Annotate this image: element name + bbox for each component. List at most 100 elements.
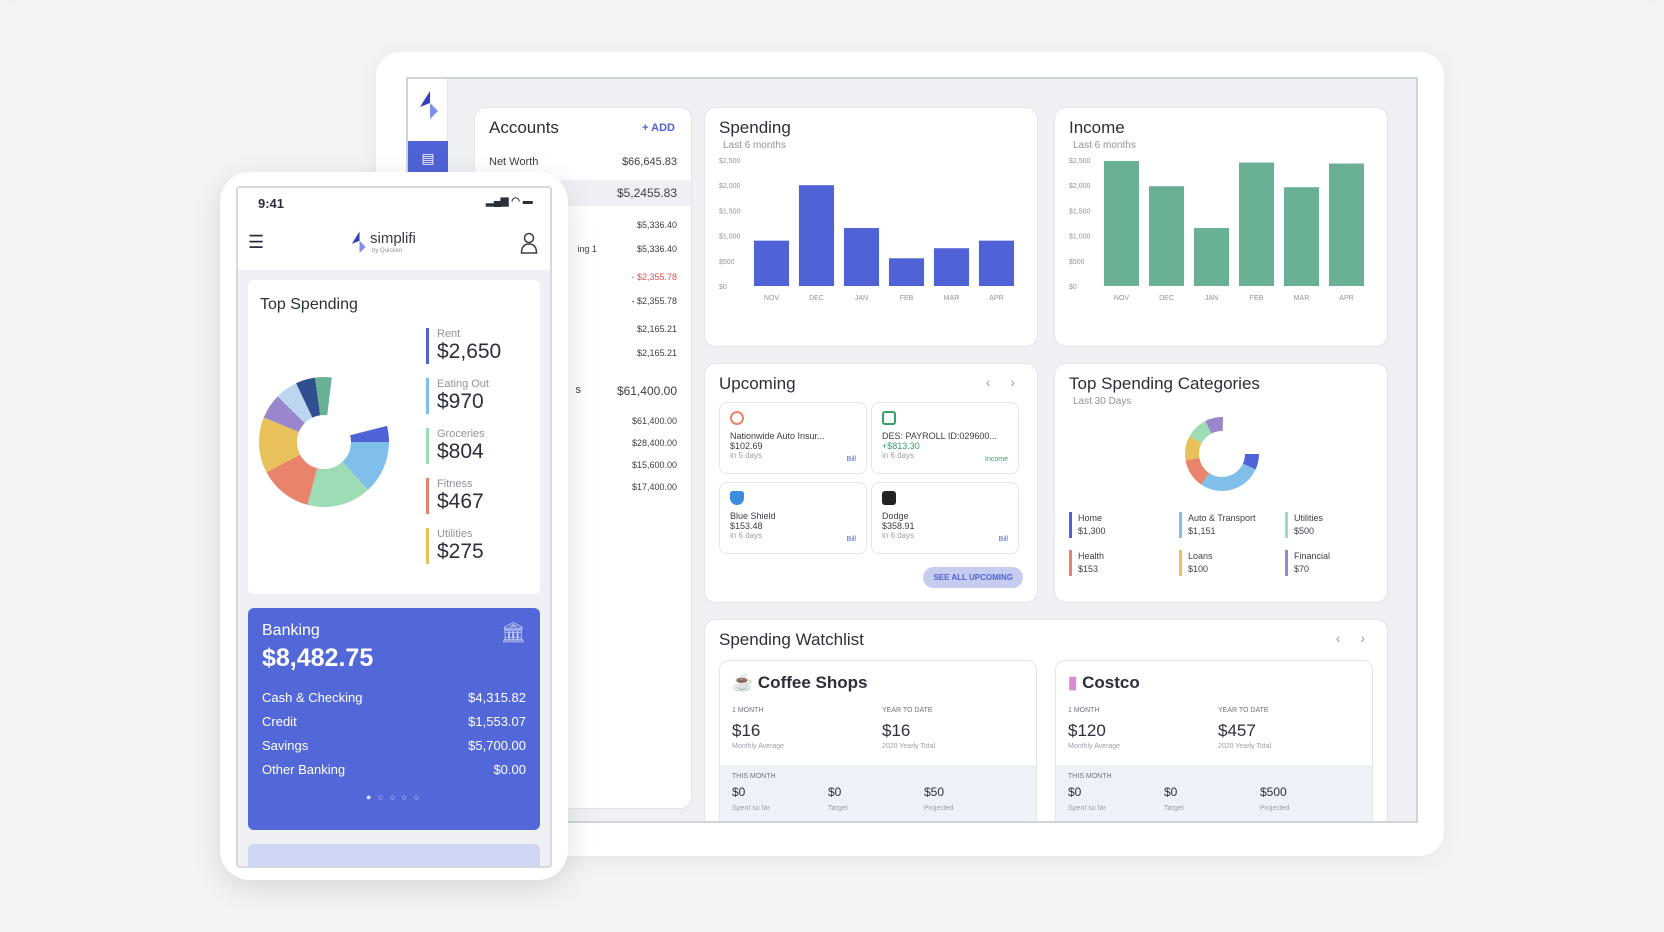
account-group-row[interactable]: $5,2455.83 bbox=[616, 186, 677, 200]
net-worth-label: Net Worth bbox=[489, 156, 539, 168]
simplifi-logo-icon bbox=[420, 91, 438, 119]
account-group-row[interactable]: s $61,400.00 bbox=[575, 384, 677, 398]
car-icon bbox=[730, 411, 744, 425]
x-tick-label: MAR bbox=[944, 295, 960, 302]
banking-line: Credit $1,553.07 bbox=[262, 714, 526, 729]
banking-line: Other Banking $0.00 bbox=[262, 762, 526, 777]
banking-total: $8,482.75 bbox=[262, 644, 374, 672]
legend-item: Health $153 bbox=[1069, 550, 1104, 576]
x-tick-label: NOV bbox=[1114, 295, 1130, 302]
accounts-title: Accounts bbox=[489, 118, 559, 137]
spending-subtitle: Last 6 months bbox=[723, 140, 786, 151]
x-tick-label: APR bbox=[1339, 295, 1353, 302]
upcoming-item[interactable]: DES: PAYROLL ID:029600... +$813.30 in 6 … bbox=[871, 402, 1019, 474]
bar bbox=[1238, 162, 1275, 286]
categories-donut bbox=[1185, 417, 1259, 491]
y-tick-label: $1,500 bbox=[719, 208, 741, 215]
see-all-upcoming-button[interactable]: SEE ALL UPCOMING bbox=[923, 567, 1023, 588]
account-row[interactable]: $2,165.21 bbox=[636, 348, 677, 358]
x-tick-label: FEB bbox=[900, 295, 914, 302]
account-row[interactable]: - $2,355.78 bbox=[631, 296, 677, 306]
bar bbox=[933, 248, 970, 286]
account-row[interactable]: - $2,355.78 bbox=[631, 272, 677, 282]
top-spending-item: Rent $2,650 bbox=[426, 328, 501, 364]
upcoming-nav-arrows[interactable]: ‹ › bbox=[985, 374, 1023, 390]
income-panel[interactable]: Income Last 6 months $2,500 $2,000 $1,500 $… bbox=[1054, 107, 1388, 347]
signal-wifi-battery-icon: ▂▄▆ ◠ ▬ bbox=[486, 196, 533, 207]
banking-title: Banking bbox=[262, 622, 320, 639]
top-spending-item: Fitness $467 bbox=[426, 478, 484, 514]
simplifi-logo-icon bbox=[351, 231, 366, 253]
bar bbox=[1148, 186, 1185, 286]
x-tick-label: DEC bbox=[809, 295, 824, 302]
bank-building-icon: 🏛 bbox=[500, 622, 526, 644]
bar bbox=[1283, 187, 1320, 286]
watchlist-card[interactable]: ▮ Costco 1 MONTH $120 Monthly Average YE… bbox=[1055, 660, 1373, 821]
account-row[interactable]: $2,165.21 bbox=[636, 324, 677, 334]
upcoming-item[interactable]: Nationwide Auto Insur... $102.69 in 5 da… bbox=[719, 402, 867, 474]
income-subtitle: Last 6 months bbox=[1073, 140, 1136, 151]
watchlist-card-name: ☕ Coffee Shops bbox=[732, 673, 868, 692]
legend-item: Financial $70 bbox=[1285, 550, 1330, 576]
top-spending-donut bbox=[259, 377, 389, 507]
user-profile-icon[interactable] bbox=[520, 232, 538, 254]
y-tick-label: $0 bbox=[719, 284, 727, 291]
top-spending-item: Groceries $804 bbox=[426, 428, 485, 464]
y-tick-label: $0 bbox=[1069, 284, 1077, 291]
y-tick-label: $2,500 bbox=[1069, 158, 1091, 165]
account-row[interactable]: ing 1 $5,336.40 bbox=[577, 244, 677, 254]
income-chart: $2,500 $2,000 $1,500 $1,000 $500 $0 NOV DEC JAN F… bbox=[1069, 158, 1365, 302]
upcoming-item[interactable]: Blue Shield $153.48 in 6 days Bill bbox=[719, 482, 867, 554]
x-tick-label: DEC bbox=[1159, 295, 1174, 302]
phone-screen: 9:41 ▂▄▆ ◠ ▬ ☰ simplifi by Quicken Top S… bbox=[236, 186, 552, 868]
this-month-section: THIS MONTH $0 Spent so far $0 Target $50… bbox=[1056, 765, 1372, 821]
carousel-dots[interactable]: ● ○ ○ ○ ○ bbox=[366, 792, 422, 802]
x-tick-label: JAN bbox=[855, 295, 868, 302]
status-time: 9:41 bbox=[258, 196, 285, 211]
y-tick-label: $1,000 bbox=[1069, 234, 1091, 241]
account-row[interactable]: $5,336.40 bbox=[636, 220, 677, 230]
x-tick-label: JAN bbox=[1205, 295, 1218, 302]
spending-title: Spending bbox=[719, 118, 791, 137]
watchlist-card[interactable]: ☕ Coffee Shops 1 MONTH $16 Monthly Avera… bbox=[719, 660, 1037, 821]
y-tick-label: $2,500 bbox=[719, 158, 741, 165]
account-row[interactable]: $17,400.00 bbox=[631, 482, 677, 492]
menu-icon[interactable]: ☰ bbox=[248, 232, 265, 252]
app-bar: ☰ simplifi by Quicken bbox=[238, 220, 550, 270]
bar bbox=[978, 240, 1015, 286]
upcoming-title: Upcoming bbox=[719, 374, 796, 393]
watchlist-panel: Spending Watchlist ‹ › ☕ Coffee Shops 1 … bbox=[704, 619, 1388, 821]
dashboard-nav-icon[interactable]: ▤ bbox=[408, 141, 448, 175]
y-tick-label: $500 bbox=[1069, 259, 1085, 266]
add-account-button[interactable]: + ADD bbox=[642, 122, 675, 134]
bar bbox=[798, 185, 835, 286]
watchlist-title: Spending Watchlist bbox=[719, 630, 864, 649]
x-tick-label: FEB bbox=[1250, 295, 1264, 302]
account-row[interactable]: $28,400.00 bbox=[631, 438, 677, 448]
brand-sub: by Quicken bbox=[372, 248, 403, 254]
bar bbox=[1103, 161, 1140, 286]
top-categories-subtitle: Last 30 Days bbox=[1073, 396, 1132, 407]
top-categories-panel[interactable]: Top Spending Categories Last 30 Days Hom… bbox=[1054, 363, 1388, 603]
upcoming-item[interactable]: Dodge $358.91 in 6 days Bill bbox=[871, 482, 1019, 554]
brand-name: simplifi bbox=[370, 230, 416, 247]
legend-item: Utilities $500 bbox=[1285, 512, 1323, 538]
account-row[interactable]: $61,400.00 bbox=[631, 416, 677, 426]
watchlist-nav-arrows[interactable]: ‹ › bbox=[1335, 630, 1373, 646]
bank-icon bbox=[882, 411, 896, 425]
coffee-icon: ☕ bbox=[732, 673, 754, 692]
shield-icon bbox=[730, 491, 744, 505]
x-tick-label: NOV bbox=[764, 295, 780, 302]
spending-chart: $2,500 $2,000 $1,500 $1,000 $500 $0 NOV DEC JAN F… bbox=[719, 158, 1015, 302]
spending-panel[interactable]: Spending Last 6 months $2,500 $2,000 $1,50… bbox=[704, 107, 1038, 347]
status-bar: 9:41 ▂▄▆ ◠ ▬ bbox=[238, 188, 550, 220]
legend-item: Home $1,300 bbox=[1069, 512, 1106, 538]
banking-line: Savings $5,700.00 bbox=[262, 738, 526, 753]
y-tick-label: $2,000 bbox=[719, 183, 741, 190]
y-tick-label: $2,000 bbox=[1069, 183, 1091, 190]
account-row[interactable]: $15,600.00 bbox=[631, 460, 677, 470]
banking-card[interactable]: Banking $8,482.75 🏛 Cash & Checking $4,31… bbox=[248, 608, 540, 830]
y-tick-label: $1,500 bbox=[1069, 208, 1091, 215]
income-title: Income bbox=[1069, 118, 1125, 137]
top-spending-card[interactable]: Top Spending Rent $2,650 Eating Out $970 G… bbox=[248, 280, 540, 594]
